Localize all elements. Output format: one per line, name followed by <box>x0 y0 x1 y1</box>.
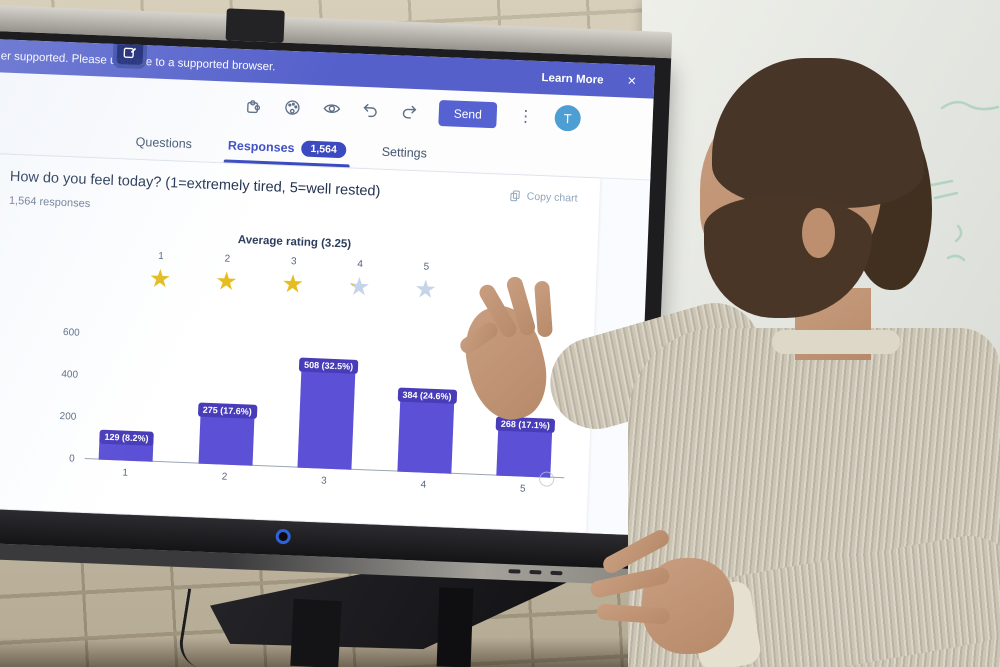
y-axis-tick: 0 <box>68 453 75 465</box>
bar-column: 268 (17.1%) 5 <box>495 416 556 495</box>
browser-warning-banner: er supported. Please upgrade to a suppor… <box>0 35 655 99</box>
bar-column: 129 (8.2%) 1 <box>98 429 154 479</box>
x-axis-tick: 4 <box>420 479 427 491</box>
theme-palette-icon[interactable] <box>283 97 304 118</box>
send-button[interactable]: Send <box>438 99 498 129</box>
star-icon: ★ <box>281 269 305 299</box>
banner-close-icon[interactable]: × <box>627 72 637 90</box>
display-camera <box>225 8 285 43</box>
bar-value-label: 129 (8.2%) <box>99 429 154 446</box>
tab-questions[interactable]: Questions <box>135 134 193 151</box>
stand-pole <box>436 587 474 667</box>
bar <box>297 360 356 470</box>
copy-icon <box>510 190 520 202</box>
question-title: How do you feel today? (1=extremely tire… <box>9 168 381 200</box>
y-axis-tick: 600 <box>62 327 80 339</box>
star-item: 3 ★ <box>281 256 305 299</box>
tab-settings[interactable]: Settings <box>381 144 428 161</box>
star-icon: ★ <box>413 275 438 305</box>
undo-icon[interactable] <box>360 100 381 121</box>
star-number: 4 <box>357 258 364 271</box>
redo-icon[interactable] <box>399 101 420 122</box>
star-number: 2 <box>224 253 231 265</box>
bar-column: 384 (24.6%) 4 <box>396 387 457 491</box>
bar-value-label: 384 (24.6%) <box>397 387 457 405</box>
star-item: 4 ★ <box>347 258 371 302</box>
star-item: 1 ★ <box>148 250 172 294</box>
whiteboard <box>642 0 1000 500</box>
x-axis-tick: 1 <box>122 467 129 479</box>
bar-column: 275 (17.6%) 2 <box>197 402 257 483</box>
y-axis-tick: 400 <box>61 369 79 381</box>
star-item: 5 ★ <box>413 261 438 305</box>
star-icon: ★ <box>347 272 371 302</box>
average-rating-block: Average rating (3.25) 1 ★ 2 ★ 3 ★ 4 ★ 5 ★ <box>6 225 582 309</box>
more-options-kebab-icon[interactable]: ⋮ <box>517 108 535 126</box>
star-icon: ★ <box>148 264 172 294</box>
stylus-annotation-fab[interactable] <box>112 35 148 70</box>
floor-shadow <box>0 637 1000 667</box>
copy-chart-button[interactable]: Copy chart <box>509 189 584 205</box>
bar-column: 508 (32.5%) 3 <box>297 357 359 487</box>
bar-value-label: 275 (17.6%) <box>197 402 257 420</box>
response-summary-card: How do you feel today? (1=extremely tire… <box>0 154 601 533</box>
tab-responses[interactable]: Responses 1,564 <box>227 128 347 168</box>
display-brand-logo <box>275 528 291 545</box>
x-axis-tick: 2 <box>221 471 228 483</box>
star-number: 5 <box>423 261 430 273</box>
bar-value-label: 268 (17.1%) <box>495 416 556 433</box>
whiteboard-writing <box>930 100 1000 262</box>
stylus-pen-icon <box>123 47 137 59</box>
add-ons-puzzle-icon[interactable] <box>244 95 265 116</box>
preview-eye-icon[interactable] <box>321 98 342 119</box>
star-number: 3 <box>290 256 297 268</box>
y-axis-tick: 200 <box>59 410 77 423</box>
bars-group: 129 (8.2%) 1 275 (17.6%) 2 508 (32.5%) 3 384 (… <box>98 353 556 495</box>
forms-toolbar: Send ⋮ T <box>0 68 654 145</box>
display-ports <box>508 569 563 576</box>
responses-count-badge: 1,564 <box>301 139 347 158</box>
star-icon: ★ <box>214 267 239 297</box>
interactive-display: er supported. Please upgrade to a suppor… <box>0 1 673 586</box>
bar-value-label: 508 (32.5%) <box>298 357 359 375</box>
display-frame: er supported. Please upgrade to a suppor… <box>0 27 672 536</box>
bar-chart: 129 (8.2%) 1 275 (17.6%) 2 508 (32.5%) 3 384 (… <box>28 309 570 500</box>
star-number: 1 <box>157 250 164 263</box>
x-axis-tick: 3 <box>320 475 327 487</box>
screen-content: er supported. Please upgrade to a suppor… <box>0 35 655 536</box>
star-item: 2 ★ <box>214 253 239 297</box>
account-avatar[interactable]: T <box>554 104 582 132</box>
stand-pole <box>290 598 342 667</box>
learn-more-button[interactable]: Learn More <box>541 71 604 87</box>
